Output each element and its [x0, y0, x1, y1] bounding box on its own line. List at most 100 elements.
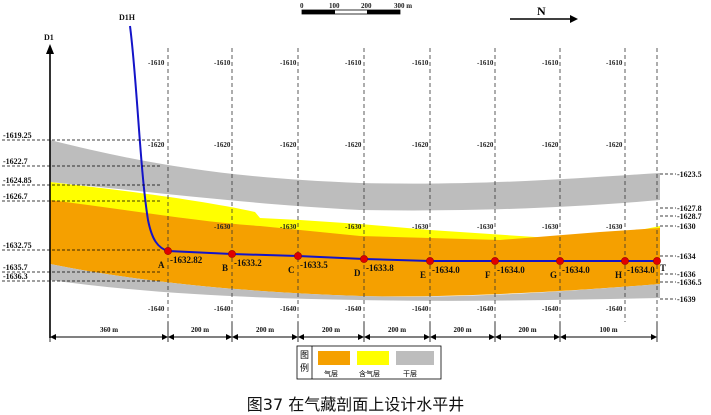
- well-point: [360, 255, 368, 263]
- grid-depth-label: -1610: [542, 59, 559, 67]
- grid-depth-label: -1630: [412, 223, 429, 231]
- grid-depth-label: -1640: [542, 305, 559, 313]
- grid-depth-label: -1620: [280, 141, 297, 149]
- grid-depth-label: -1640: [280, 305, 297, 313]
- distance-arrow: [489, 334, 495, 340]
- left-depth-label: -1622.7: [3, 157, 28, 166]
- dry-layer-upper: [50, 140, 660, 211]
- distance-bar: 360 m 200 m 200 m 200 m 200 m 200 m 200 m 100 m: [49, 322, 658, 342]
- left-depth-label: -1626.7: [3, 192, 28, 201]
- grid-depth-label: -1620: [214, 141, 231, 149]
- well-point-letter: C: [288, 265, 295, 275]
- figure-caption: 图37 在气藏剖面上设计水平井: [246, 395, 465, 414]
- grid-depth-label: -1620: [412, 141, 429, 149]
- scale-bar: 0 100 200 300 m: [300, 2, 412, 15]
- scale-label-200: 200: [361, 2, 372, 10]
- grid-depth-label: -1610: [214, 59, 231, 67]
- legend-swatch-dry: [396, 351, 434, 365]
- well-top-label: D1: [44, 33, 54, 42]
- well-point: [653, 257, 661, 265]
- distance-arrow: [364, 334, 370, 340]
- right-depth-label: -1623.5: [677, 170, 702, 179]
- well-point-letter: G: [550, 270, 557, 280]
- right-depth-label: -1639: [677, 295, 696, 304]
- grid-depth-label: -1640: [345, 305, 362, 313]
- distance-arrow: [554, 334, 560, 340]
- right-depth-label: -1627.8: [677, 204, 702, 213]
- grid-depth-label: -1640: [148, 305, 165, 313]
- grid-depth-label: -1640: [477, 305, 494, 313]
- grid-depth-label: -1630: [542, 223, 559, 231]
- legend-title-2: 例: [300, 362, 309, 374]
- grid-depth-label: -1610: [148, 59, 165, 67]
- well-point-depth: -1633.8: [366, 263, 394, 273]
- distance-label: 100 m: [599, 326, 617, 334]
- distance-arrow: [50, 334, 56, 340]
- gas-layer: [50, 200, 660, 297]
- right-depth-label: -1636: [677, 270, 696, 279]
- distance-arrow: [560, 334, 566, 340]
- well-point-depth: -1632.82: [170, 255, 203, 265]
- scale-label-100: 100: [329, 2, 340, 10]
- distance-label: 360 m: [100, 326, 118, 334]
- well-point-letter: A: [158, 260, 165, 270]
- legend-label-gas-bearing: 含气层: [359, 369, 380, 378]
- grid-depth-label: -1620: [542, 141, 559, 149]
- distance-arrow: [430, 334, 436, 340]
- left-depth-label: -1624.85: [3, 176, 32, 185]
- right-depth-label: -1630: [677, 222, 696, 231]
- well-point-depth: -1634.0: [627, 265, 655, 275]
- distance-arrow: [298, 334, 304, 340]
- well-point-letter: H: [615, 270, 622, 280]
- well-point-letter: E: [420, 270, 426, 280]
- right-depth-markers: -1623.5-1627.8-1628.7-1630-1634-1636-163…: [660, 170, 702, 304]
- left-depth-label: -1636.3: [3, 272, 28, 281]
- distance-label: 200 m: [388, 326, 406, 334]
- dry-layer-lower: [50, 264, 660, 301]
- distance-label: 200 m: [518, 326, 536, 334]
- distance-arrow: [292, 334, 298, 340]
- right-depth-label: -1628.7: [677, 212, 702, 221]
- grid-depth-label: -1620: [345, 141, 362, 149]
- depth-axis-arrow: [46, 44, 54, 54]
- well-point: [294, 252, 302, 260]
- grid-depth-label: -1630: [345, 223, 362, 231]
- distance-label: 200 m: [256, 326, 274, 334]
- well-point-depth: -1634.0: [432, 265, 460, 275]
- left-depth-markers: -1619.25 -1622.7 -1624.85 -1626.7 -1632.75 -1…: [2, 131, 160, 282]
- grid-depth-label: -1630: [606, 223, 623, 231]
- scale-label-300: 300 m: [394, 2, 412, 10]
- right-depth-label: -1636.5: [677, 278, 702, 287]
- grid-lines: [167, 48, 658, 322]
- distance-arrow: [162, 334, 168, 340]
- well-point: [621, 257, 629, 265]
- north-label: N: [537, 4, 546, 18]
- distance-arrow: [232, 334, 238, 340]
- distance-arrow: [651, 334, 657, 340]
- well-point-depth: -1634.0: [562, 265, 590, 275]
- legend-swatch-gas-bearing: [357, 351, 389, 365]
- grid-depth-label: -1610: [606, 59, 623, 67]
- legend-label-dry: 干层: [403, 370, 417, 378]
- well-point-depth: -1634.0: [497, 265, 525, 275]
- well-point: [491, 257, 499, 265]
- distance-label: 200 m: [322, 326, 340, 334]
- north-arrow: N: [510, 4, 578, 23]
- distance-label: 200 m: [453, 326, 471, 334]
- well-point-letter: F: [485, 270, 491, 280]
- grid-depth-label: -1620: [477, 141, 494, 149]
- well-points: A -1632.82 B -1633.2 C -1633.5 D -1633.8 E -1634.…: [158, 247, 666, 280]
- distance-arrow: [168, 334, 174, 340]
- grid-depth-label: -1630: [280, 223, 297, 231]
- well-name: D1H: [119, 13, 136, 22]
- well-point: [556, 257, 564, 265]
- grid-depth-label: -1610: [280, 59, 297, 67]
- distance-arrow: [358, 334, 364, 340]
- grid-depth-labels: -1610 -1620 -1640 -1610 -1620 -1630 -1640 -1610…: [148, 59, 623, 313]
- well-point-letter: T: [660, 263, 666, 273]
- grid-depth-label: -1610: [477, 59, 494, 67]
- grid-depth-label: -1610: [412, 59, 429, 67]
- well-point-letter: D: [354, 268, 361, 278]
- grid-depth-label: -1620: [148, 141, 165, 149]
